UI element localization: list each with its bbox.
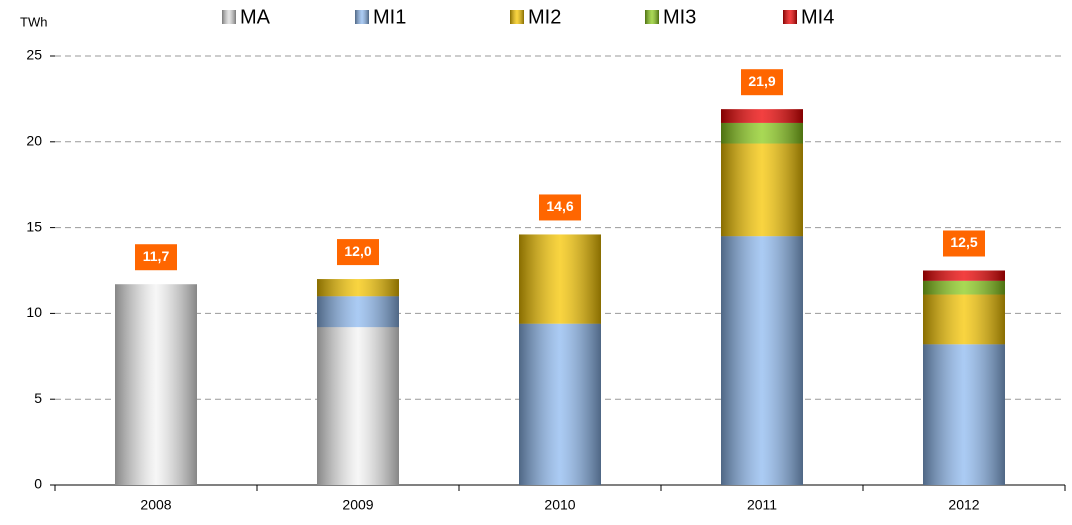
x-tick-label: 2008: [140, 497, 171, 513]
bar-shading: [923, 270, 1005, 485]
total-label-box: [539, 194, 581, 221]
legend-swatch-shade: [645, 10, 659, 24]
legend-label: MI3: [663, 6, 696, 28]
total-label-box: [943, 230, 985, 257]
total-label-box: [337, 239, 379, 266]
bar-shading: [317, 279, 399, 485]
x-tick-label: 2009: [342, 497, 373, 513]
x-tick-label: 2012: [948, 497, 979, 513]
total-label-box: [741, 69, 783, 96]
legend-label: MI1: [373, 6, 406, 28]
bar-shading: [115, 284, 197, 485]
y-axis-label: TWh: [20, 14, 47, 29]
y-tick-label: 0: [34, 476, 42, 492]
total-label: 12,0: [344, 243, 371, 259]
bar-shading: [519, 234, 601, 485]
legend-swatch-shade: [222, 10, 236, 24]
total-label-box: [135, 244, 177, 271]
legend-swatch-shade: [783, 10, 797, 24]
legend-label: MI4: [801, 6, 834, 28]
y-tick-label: 20: [26, 133, 42, 149]
x-tick-label: 2010: [544, 497, 575, 513]
total-label: 11,7: [143, 248, 170, 264]
total-label: 12,5: [950, 234, 977, 250]
legend-label: MI2: [528, 6, 561, 28]
total-label: 14,6: [546, 198, 573, 214]
y-tick-label: 5: [34, 390, 42, 406]
bar-shading: [721, 109, 803, 486]
x-tick-label: 2011: [747, 497, 777, 513]
legend-swatch-shade: [355, 10, 369, 24]
legend-swatch-shade: [510, 10, 524, 24]
y-tick-label: 10: [26, 304, 42, 320]
y-tick-label: 25: [26, 47, 42, 63]
total-label: 21,9: [748, 73, 775, 89]
legend-label: MA: [240, 6, 271, 28]
y-tick-label: 15: [26, 218, 42, 234]
